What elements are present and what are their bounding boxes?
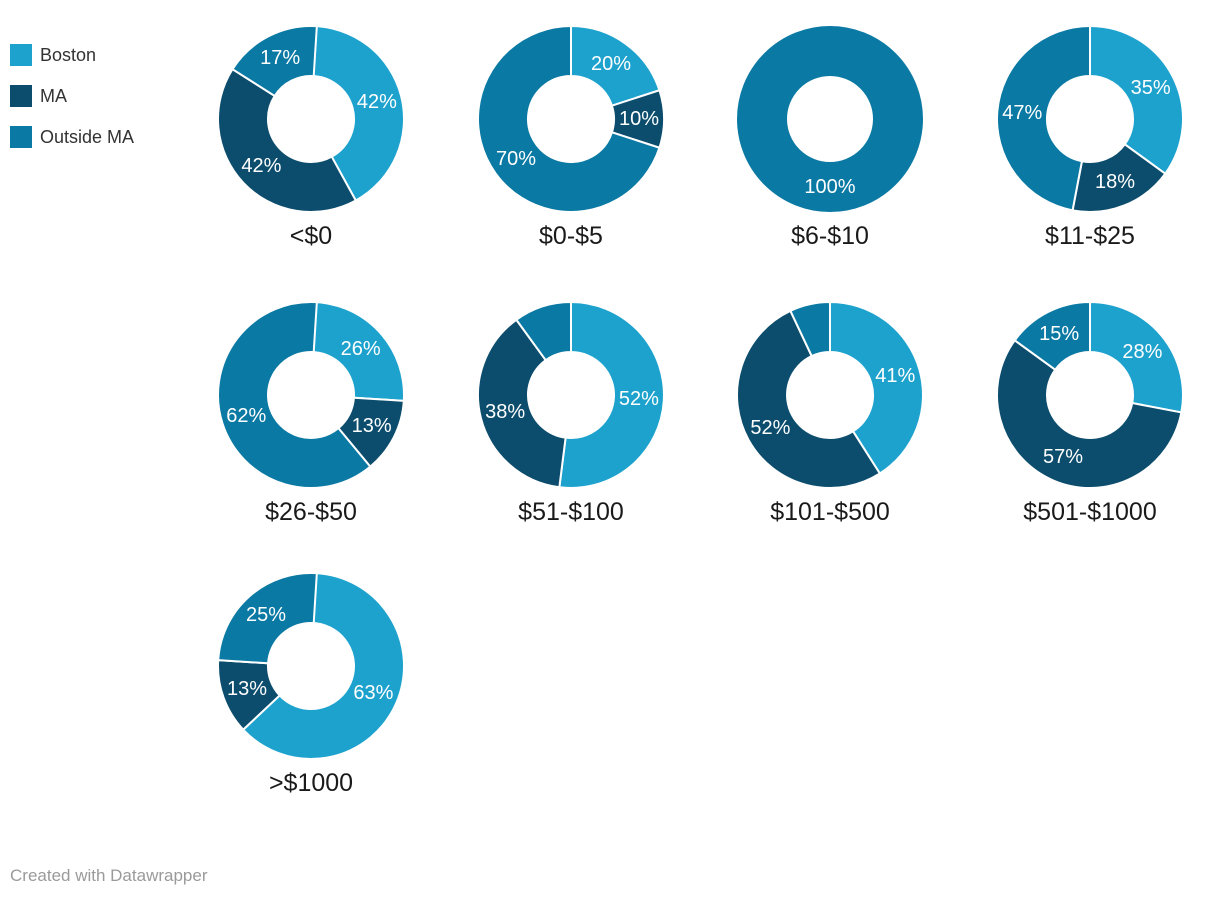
legend-label: MA [40, 86, 67, 106]
donut-svg [997, 302, 1183, 488]
donut-segment-ma [478, 318, 567, 488]
donut-segment-outside-ma [514, 302, 572, 362]
donut-segment-boston [241, 573, 404, 759]
donut-svg [478, 26, 664, 212]
donut-segment-outside-ma [737, 26, 923, 212]
donut-segment-outside-ma [218, 302, 372, 488]
donut-chart-cell: 28% 57% 15% $501-$1000 [997, 302, 1183, 542]
donut-segment-boston [1089, 302, 1183, 414]
donut-segment-ma [737, 309, 882, 488]
donut-segment-outside-ma [997, 26, 1091, 212]
donut-segment-outside-ma [231, 26, 318, 98]
donut-segment-boston [558, 302, 664, 488]
chart-legend: Boston MA Outside MA [10, 44, 134, 167]
donut-segment-boston [829, 302, 923, 475]
legend-item-ma: MA [10, 85, 134, 107]
legend-label: Outside MA [40, 127, 135, 147]
donut-category-label: $26-$50 [265, 498, 357, 526]
datawrapper-credit-link[interactable]: Created with Datawrapper [10, 866, 208, 885]
legend-label: Boston [40, 45, 97, 65]
donut-segment-outside-ma [218, 573, 318, 665]
legend-swatch [10, 126, 32, 148]
donut-chart-cell: 52% 38% $51-$100 [478, 302, 664, 542]
donut-svg [737, 26, 923, 212]
donut-svg [218, 302, 404, 488]
legend-swatch [10, 44, 32, 66]
donut-segment-ma [997, 338, 1183, 488]
donut-category-label: $11-$25 [1045, 222, 1135, 250]
donut-segment-ma [218, 67, 358, 212]
donut-chart-cell: 100% $6-$10 [737, 26, 923, 266]
donut-svg [218, 573, 404, 759]
legend-swatch [10, 85, 32, 107]
donut-svg [997, 26, 1183, 212]
donut-category-label: >$1000 [268, 769, 354, 797]
donut-category-label: <$0 [289, 222, 333, 250]
donut-segment-ma [1071, 142, 1167, 212]
donut-category-label: $51-$100 [518, 498, 624, 526]
donut-chart-cell: 20% 10% 70% $0-$5 [478, 26, 664, 266]
donut-segment-boston [570, 26, 661, 107]
donut-chart-cell: 26% 13% 62% $26-$50 [218, 302, 404, 542]
donut-category-label: $0-$5 [539, 222, 603, 250]
legend-item-boston: Boston [10, 44, 134, 66]
donut-category-label: $101-$500 [770, 498, 890, 526]
donut-segment-outside-ma [478, 26, 661, 212]
donut-category-label: $501-$1000 [1023, 498, 1157, 526]
donut-segment-outside-ma [789, 302, 831, 358]
donut-segment-boston [1089, 26, 1183, 176]
donut-chart-cell: 35% 18% 47% $11-$25 [997, 26, 1183, 266]
donut-svg [478, 302, 664, 488]
legend-item-outside-ma: Outside MA [10, 126, 134, 148]
chart-footer: Created with Datawrapper [10, 866, 207, 886]
donut-segment-boston [310, 26, 404, 202]
donut-segment-boston [310, 302, 404, 402]
donut-segment-outside-ma [1013, 302, 1091, 372]
donut-chart-cell: 42% 42% 17% <$0 [218, 26, 404, 266]
donut-svg [737, 302, 923, 488]
donut-category-label: $6-$10 [791, 222, 869, 250]
donut-svg [218, 26, 404, 212]
donut-chart-cell: 41% 52% $101-$500 [737, 302, 923, 542]
donut-chart-cell: 63% 13% 25% >$1000 [218, 573, 404, 813]
